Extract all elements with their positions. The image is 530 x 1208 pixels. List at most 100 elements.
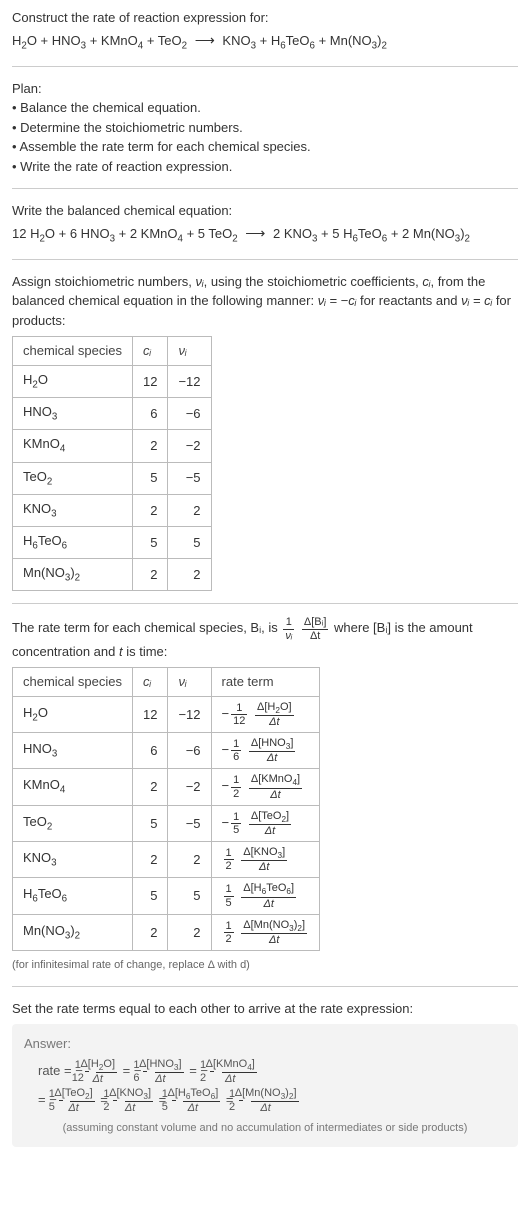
rate-coef-frac: 1 νᵢ [283,616,294,641]
coef-frac: 112 [231,702,247,727]
ci-cell: 2 [133,842,168,878]
rate-caption: (for infinitesimal rate of change, repla… [12,957,518,974]
table-row: TeO25−5−15 Δ[TeO2]Δt [13,805,320,841]
stoich-table: chemical species cᵢ νᵢ H2O12−12HNO36−6KM… [12,336,212,591]
delta-frac: Δ[H6TeO6]Δt [241,882,296,909]
species-cell: KNO3 [13,494,133,526]
species-cell: TeO2 [13,462,133,494]
balanced-section: Write the balanced chemical equation: 12… [12,201,518,247]
table-row: KNO322 [13,494,212,526]
plan-item: • Write the rate of reaction expression. [12,157,518,177]
table-row: Mn(NO3)222 [13,559,212,591]
construct-title: Construct the rate of reaction expressio… [12,8,518,28]
rate-section: The rate term for each chemical species,… [12,616,518,973]
rate-intro: The rate term for each chemical species,… [12,616,518,661]
col-nui: νᵢ [168,337,211,366]
nui-cell: −2 [168,769,211,805]
nui-cell: −12 [168,365,211,397]
balanced-lhs: 12 H2O + 6 HNO3 + 2 KMnO4 + 5 TeO2 [12,226,238,241]
ci-cell: 5 [133,805,168,841]
ci-cell: 5 [133,527,168,559]
table-row: KMnO42−2−12 Δ[KMnO4]Δt [13,769,320,805]
nui-cell: −5 [168,462,211,494]
coef-frac: 12 [224,847,234,872]
set-equal-text: Set the rate terms equal to each other t… [12,999,518,1019]
ci-cell: 12 [133,365,168,397]
answer-footnote: (assuming constant volume and no accumul… [24,1120,506,1137]
nui-cell: 2 [168,842,211,878]
coef-frac: 16 [231,738,241,763]
answer-label: Answer: [24,1034,506,1054]
species-cell: Mn(NO3)2 [13,914,133,950]
ci-cell: 2 [133,559,168,591]
unbalanced-equation: H2O + HNO3 + KMnO4 + TeO2 ⟶ KNO3 + H6TeO… [12,30,518,54]
species-cell: H2O [13,365,133,397]
nui-cell: −6 [168,733,211,769]
delta-frac: Δ[KNO3]Δt [125,1087,153,1114]
species-cell: KMnO4 [13,769,133,805]
ci-cell: 2 [133,430,168,462]
nui-cell: −2 [168,430,211,462]
balanced-equation: 12 H2O + 6 HNO3 + 2 KMnO4 + 5 TeO2 ⟶ 2 K… [12,223,518,247]
species-cell: KMnO4 [13,430,133,462]
ci-cell: 2 [133,914,168,950]
delta-frac: Δ[HNO3]Δt [249,737,296,764]
nui-cell: −6 [168,398,211,430]
coef-frac: 12 [224,920,234,945]
set-equal-section: Set the rate terms equal to each other t… [12,999,518,1147]
col-nui: νᵢ [168,668,211,697]
equation-rhs: KNO3 + H6TeO6 + Mn(NO3)2 [222,33,386,48]
divider [12,986,518,987]
table-row: Mn(NO3)22212 Δ[Mn(NO3)2]Δt [13,914,320,950]
table-row: KNO32212 Δ[KNO3]Δt [13,842,320,878]
ci-cell: 5 [133,878,168,914]
nui-cell: 5 [168,878,211,914]
delta-frac: Δ[TeO2]Δt [70,1087,94,1114]
rate-term-cell: −15 Δ[TeO2]Δt [211,805,320,841]
rate-term-cell: 12 Δ[Mn(NO3)2]Δt [211,914,320,950]
table-row: H2O12−12 [13,365,212,397]
delta-frac: Δ[H2O]Δt [255,701,294,728]
divider [12,259,518,260]
coef-frac: 15 [224,883,234,908]
rate-delta-frac: Δ[Bᵢ] Δt [302,616,329,641]
col-ci: cᵢ [133,337,168,366]
species-cell: H6TeO6 [13,878,133,914]
construct-section: Construct the rate of reaction expressio… [12,8,518,54]
rate-term-cell: 15 Δ[H6TeO6]Δt [211,878,320,914]
divider [12,66,518,67]
delta-frac: Δ[KMnO4]Δt [249,773,302,800]
ci-cell: 2 [133,494,168,526]
coef-frac: 12 [231,774,241,799]
plan-section: Plan: • Balance the chemical equation. •… [12,79,518,177]
answer-box: Answer: rate = −112 Δ[H2O]Δt = −16 Δ[HNO… [12,1024,518,1147]
ci-cell: 12 [133,696,168,732]
species-cell: KNO3 [13,842,133,878]
table-row: KMnO42−2 [13,430,212,462]
table-row: H6TeO65515 Δ[H6TeO6]Δt [13,878,320,914]
rate-term-cell: −16 Δ[HNO3]Δt [211,733,320,769]
ci-cell: 2 [133,769,168,805]
coef-frac: 15 [231,811,241,836]
delta-frac: Δ[HNO3]Δt [155,1058,184,1085]
nui-cell: 2 [168,914,211,950]
delta-frac: Δ[KMnO4]Δt [222,1058,257,1085]
rate-term-cell: −112 Δ[H2O]Δt [211,696,320,732]
delta-frac: Δ[H6TeO6]Δt [183,1087,220,1114]
delta-frac: Δ[Mn(NO3)2]Δt [251,1087,299,1114]
species-cell: HNO3 [13,398,133,430]
stoich-intro: Assign stoichiometric numbers, νᵢ, using… [12,272,518,331]
rate-table: chemical species cᵢ νᵢ rate term H2O12−1… [12,667,320,951]
species-cell: TeO2 [13,805,133,841]
reaction-arrow: ⟶ [245,225,265,241]
plan-title: Plan: [12,79,518,99]
table-row: H6TeO655 [13,527,212,559]
delta-frac: Δ[Mn(NO3)2]Δt [241,919,307,946]
species-cell: H2O [13,696,133,732]
balanced-title: Write the balanced chemical equation: [12,201,518,221]
nui-cell: 2 [168,559,211,591]
table-row: TeO25−5 [13,462,212,494]
species-cell: Mn(NO3)2 [13,559,133,591]
plan-item: • Determine the stoichiometric numbers. [12,118,518,138]
plan-item: • Assemble the rate term for each chemic… [12,137,518,157]
